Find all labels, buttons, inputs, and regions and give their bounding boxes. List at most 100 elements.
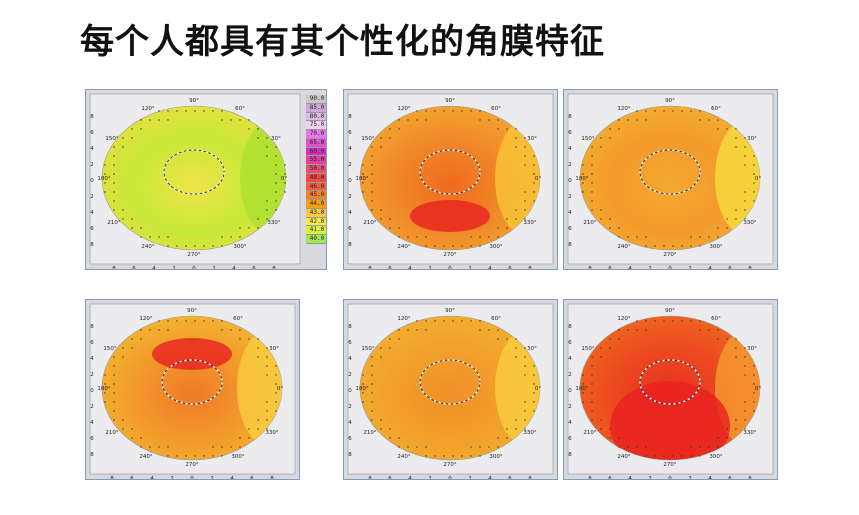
grid-dot	[618, 437, 620, 439]
grid-dot	[690, 320, 692, 322]
grid-dot	[582, 182, 584, 184]
grid-dot	[524, 419, 526, 421]
grid-dot	[371, 191, 373, 193]
scale-cell: 45.0	[306, 191, 326, 200]
y-tick-label: 6	[568, 340, 572, 346]
x-tick-label: 2	[428, 266, 432, 270]
grid-dot	[398, 227, 400, 229]
grid-dot	[176, 455, 178, 457]
grid-dot	[407, 446, 409, 448]
grid-dot	[425, 110, 427, 112]
x-tick-label: 8	[528, 476, 532, 480]
angle-label-150: 150°	[361, 346, 374, 352]
y-tick-label: 6	[568, 226, 572, 232]
grid-dot	[122, 356, 124, 358]
grid-dot	[371, 164, 373, 166]
grid-dot	[479, 119, 481, 121]
grid-dot	[140, 446, 142, 448]
angle-label-120: 120°	[397, 106, 410, 112]
grid-dot	[744, 347, 746, 349]
grid-dot	[533, 410, 535, 412]
grid-dot	[275, 164, 277, 166]
grid-dot	[221, 119, 223, 121]
grid-dot	[425, 236, 427, 238]
grid-dot	[266, 347, 268, 349]
grid-dot	[600, 428, 602, 430]
grid-dot	[131, 347, 133, 349]
grid-dot	[609, 227, 611, 229]
grid-dot	[434, 110, 436, 112]
grid-dot	[425, 245, 427, 247]
grid-dot	[533, 392, 535, 394]
grid-dot	[636, 320, 638, 322]
x-tick-label: 6	[728, 266, 732, 270]
grid-dot	[371, 383, 373, 385]
grid-dot	[654, 110, 656, 112]
grid-dot	[744, 155, 746, 157]
grid-dot	[140, 236, 142, 238]
grid-dot	[663, 110, 665, 112]
x-tick-label: 8	[368, 476, 372, 480]
grid-dot	[275, 182, 277, 184]
grid-dot	[708, 236, 710, 238]
angle-label-60: 60°	[233, 316, 243, 322]
y-tick-label: 6	[90, 130, 94, 136]
grid-dot	[461, 320, 463, 322]
pupil-zone-ring	[639, 149, 701, 195]
angle-label-330: 330°	[265, 430, 278, 436]
grid-dot	[389, 128, 391, 130]
grid-dot	[515, 338, 517, 340]
grid-dot	[362, 392, 364, 394]
grid-dot	[753, 182, 755, 184]
x-tick-label: 8	[588, 266, 592, 270]
corneal-map-6: 90° 120° 60° 150° 30° 180° 0° 210° 330° 240° 300° 2…	[563, 299, 778, 480]
edge-zone	[715, 330, 760, 446]
grid-dot	[167, 119, 169, 121]
edge-zone	[715, 120, 760, 236]
grid-dot	[221, 110, 223, 112]
grid-dot	[275, 383, 277, 385]
grid-dot	[654, 245, 656, 247]
grid-dot	[636, 236, 638, 238]
grid-dot	[479, 110, 481, 112]
y-tick-label: 6	[90, 226, 94, 232]
angle-label-120: 120°	[397, 316, 410, 322]
grid-dot	[753, 392, 755, 394]
y-tick-label: 8	[90, 452, 94, 458]
grid-dot	[627, 446, 629, 448]
grid-dot	[744, 410, 746, 412]
grid-dot	[524, 164, 526, 166]
grid-dot	[524, 200, 526, 202]
grid-dot	[434, 455, 436, 457]
grid-dot	[636, 110, 638, 112]
grid-dot	[275, 155, 277, 157]
grid-dot	[185, 110, 187, 112]
grid-dot	[131, 218, 133, 220]
grid-dot	[257, 347, 259, 349]
scale-cell: 75.0	[306, 121, 326, 130]
grid-dot	[380, 146, 382, 148]
grid-dot	[470, 320, 472, 322]
x-tick-label: 4	[408, 266, 412, 270]
grid-dot	[167, 236, 169, 238]
grid-dot	[591, 146, 593, 148]
x-tick-label: 4	[230, 476, 234, 480]
grid-dot	[416, 329, 418, 331]
grid-dot	[104, 182, 106, 184]
grid-dot	[425, 329, 427, 331]
grid-dot	[113, 401, 115, 403]
grid-dot	[221, 245, 223, 247]
y-tick-label: 8	[568, 242, 572, 248]
grid-dot	[533, 182, 535, 184]
grid-dot	[113, 419, 115, 421]
grid-dot	[515, 356, 517, 358]
angle-label-60: 60°	[491, 106, 501, 112]
grid-dot	[717, 227, 719, 229]
grid-dot	[362, 374, 364, 376]
grid-dot	[194, 455, 196, 457]
color-scale: 90.0 85.0 80.0 75.0 70.0 65.0 60.0 55.0 50.0 48.0…	[306, 95, 326, 269]
y-tick-label: 4	[568, 146, 572, 152]
grid-dot	[275, 209, 277, 211]
grid-dot	[497, 437, 499, 439]
grid-dot	[753, 191, 755, 193]
